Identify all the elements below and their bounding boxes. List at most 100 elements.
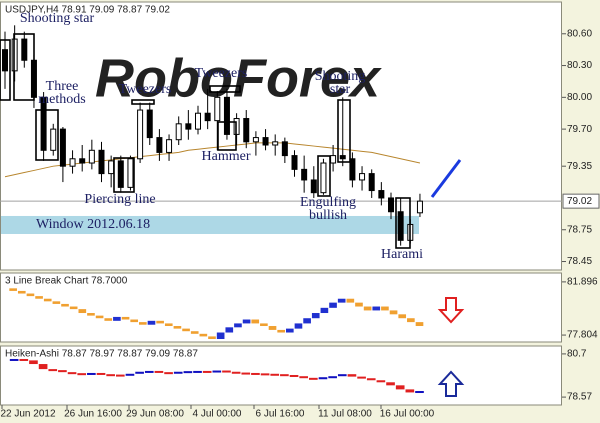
brick bbox=[164, 323, 173, 327]
brick bbox=[389, 310, 398, 315]
brick bbox=[35, 296, 43, 299]
brick bbox=[251, 319, 260, 324]
brick bbox=[9, 358, 19, 361]
x-tick-label: 22 Jun 2012 bbox=[0, 409, 55, 420]
candle-body bbox=[50, 128, 57, 151]
brick bbox=[78, 309, 87, 314]
x-tick-label: 26 Jun 16:00 bbox=[64, 409, 122, 420]
pattern-box bbox=[113, 157, 135, 193]
brick bbox=[234, 323, 242, 328]
candle-body bbox=[59, 128, 66, 167]
candle-body bbox=[195, 112, 201, 130]
brick bbox=[208, 336, 216, 340]
brick bbox=[347, 374, 357, 377]
brick bbox=[285, 328, 294, 333]
candle-body bbox=[359, 173, 366, 181]
x-tick-label: 4 Jul 00:00 bbox=[193, 409, 242, 420]
brick bbox=[121, 316, 130, 320]
candle-body bbox=[320, 162, 327, 194]
candle-body bbox=[166, 139, 173, 153]
y-tick-label: 78.57 bbox=[567, 392, 592, 403]
brick bbox=[87, 372, 96, 375]
candle-body bbox=[98, 149, 105, 175]
brick bbox=[405, 389, 415, 393]
brick bbox=[212, 370, 222, 373]
brick bbox=[19, 358, 29, 361]
window-band bbox=[1, 215, 419, 234]
watermark: RoboForex bbox=[95, 48, 382, 108]
brick bbox=[415, 391, 424, 394]
y-tick-label: 79.70 bbox=[567, 124, 592, 135]
candle-body bbox=[108, 160, 115, 175]
brick bbox=[251, 372, 260, 375]
brick bbox=[376, 380, 386, 383]
candle-body bbox=[291, 155, 298, 170]
y-tick-label: 77.804 bbox=[567, 330, 598, 341]
brick bbox=[241, 372, 251, 375]
annotation: Piercing line bbox=[84, 192, 156, 207]
pattern-box bbox=[217, 121, 237, 151]
annotation: Shooting star bbox=[314, 69, 366, 97]
annotation: Hammer bbox=[201, 149, 251, 164]
pattern-box bbox=[395, 197, 411, 249]
brick bbox=[260, 373, 270, 376]
brick bbox=[222, 370, 231, 373]
brick bbox=[182, 328, 190, 332]
brick bbox=[407, 318, 415, 323]
y-tick-label: 78.75 bbox=[567, 224, 592, 235]
brick bbox=[87, 313, 95, 316]
brick bbox=[242, 319, 251, 324]
candle-body bbox=[388, 197, 394, 213]
brick bbox=[309, 377, 318, 380]
brick bbox=[183, 371, 193, 374]
brick bbox=[58, 370, 67, 373]
candle-body bbox=[252, 137, 259, 143]
pattern-box bbox=[13, 33, 35, 101]
brick bbox=[386, 382, 395, 386]
panel-title: 3 Line Break Chart 78.7000 bbox=[5, 276, 128, 287]
window-label: Window 2012.06.18 bbox=[36, 216, 151, 232]
x-tick-label: 11 Jul 08:00 bbox=[318, 409, 372, 420]
brick bbox=[280, 374, 289, 377]
brick bbox=[311, 313, 320, 319]
brick bbox=[125, 373, 135, 376]
y-tick-label: 80.30 bbox=[567, 60, 592, 71]
y-tick-label: 80.7 bbox=[567, 349, 587, 360]
annotation: Shooting star bbox=[19, 11, 95, 26]
candle-body bbox=[88, 149, 95, 164]
candle-body bbox=[69, 158, 76, 167]
brick bbox=[144, 370, 154, 373]
candle-body bbox=[416, 200, 423, 214]
brick bbox=[156, 320, 164, 324]
brick bbox=[294, 323, 303, 329]
brick bbox=[303, 318, 311, 324]
pattern-box bbox=[209, 85, 241, 93]
brick bbox=[366, 378, 376, 381]
brick bbox=[270, 373, 280, 376]
y-tick-label: 78.45 bbox=[567, 256, 592, 267]
annotation: Harami bbox=[381, 247, 423, 262]
brick bbox=[346, 298, 355, 303]
brick bbox=[95, 315, 104, 319]
last-price-box bbox=[562, 193, 600, 209]
brick bbox=[9, 288, 17, 291]
y-tick-label: 80.60 bbox=[567, 28, 592, 39]
candle-body bbox=[223, 96, 230, 135]
brick bbox=[357, 376, 366, 379]
brick bbox=[225, 327, 234, 333]
y-tick-label: 81.896 bbox=[567, 277, 598, 288]
brick bbox=[202, 370, 212, 373]
last-price-label: 79.02 bbox=[567, 196, 592, 207]
brick bbox=[268, 326, 277, 330]
panel-title: USDJPY,H4 78.91 79.09 78.87 79.02 bbox=[5, 5, 170, 16]
brick bbox=[147, 320, 156, 325]
candle-body bbox=[40, 96, 47, 151]
pattern-box bbox=[35, 109, 59, 161]
annotation: Engulfing bullish bbox=[300, 195, 356, 223]
brick bbox=[260, 323, 268, 327]
brick bbox=[398, 314, 407, 319]
candle-body bbox=[339, 155, 346, 160]
x-tick-label: 29 Jun 08:00 bbox=[126, 409, 184, 420]
brick bbox=[190, 331, 199, 334]
